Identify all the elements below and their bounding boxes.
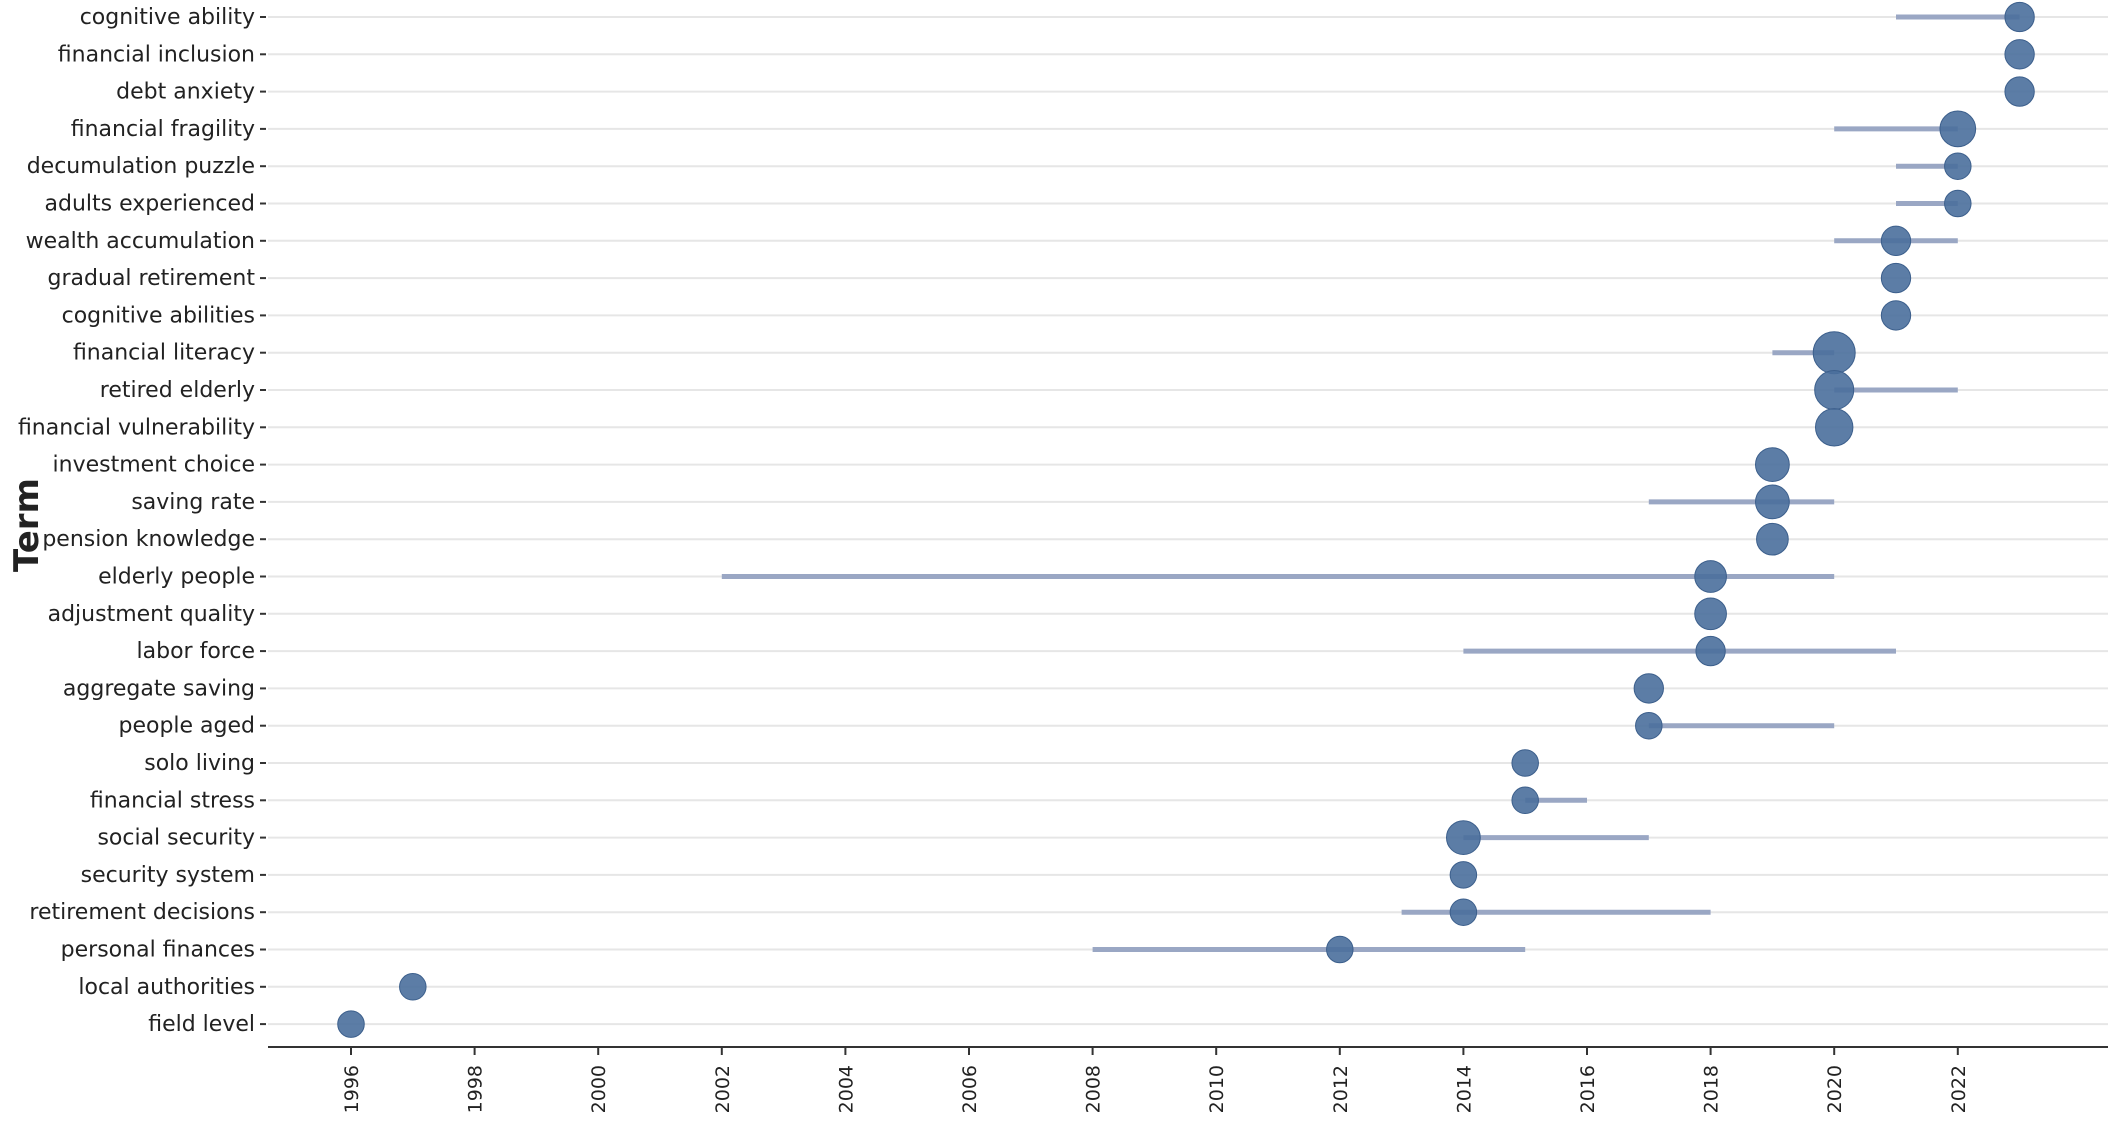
term-label: debt anxiety [116, 80, 255, 105]
term-label: social security [97, 826, 255, 851]
term-label: wealth accumulation [26, 229, 255, 254]
term-label: aggregate saving [63, 676, 255, 701]
term-bubble [1939, 110, 1977, 148]
term-label: investment choice [53, 453, 255, 478]
term-label: financial fragility [71, 117, 255, 142]
term-bubble [1694, 560, 1727, 593]
grid-layer [268, 16, 2108, 1026]
term-bubble [1756, 522, 1789, 556]
y-axis-title: Term [7, 478, 47, 572]
x-tick-label: 2004 [835, 1065, 857, 1113]
bubble-layer [337, 1, 2035, 1038]
x-tick-label: 2018 [1701, 1065, 1723, 1113]
term-label: elderly people [98, 565, 255, 590]
axis-layer [260, 16, 2108, 1055]
term-bubble [1880, 225, 1912, 256]
term-bubble [399, 973, 427, 1001]
term-bubble [2004, 76, 2035, 107]
term-label: financial inclusion [58, 42, 255, 67]
term-label: local authorities [78, 975, 255, 1000]
x-tick-label: 2014 [1453, 1065, 1475, 1113]
term-label: pension knowledge [42, 527, 255, 552]
term-bubble [2004, 1, 2035, 33]
x-tick-label: 2006 [959, 1065, 981, 1113]
x-tick-label: 2020 [1824, 1065, 1846, 1113]
term-label: field level [148, 1012, 255, 1037]
x-tick-label: 1998 [465, 1065, 487, 1113]
term-label: cognitive ability [80, 5, 255, 30]
term-label: labor force [137, 639, 255, 664]
term-label: people aged [118, 714, 255, 739]
term-bubble [1880, 300, 1912, 331]
term-bubble [1944, 152, 1972, 180]
x-tick-label: 2000 [588, 1065, 610, 1113]
term-bubble [1446, 820, 1481, 855]
x-tick-label: 2022 [1948, 1065, 1970, 1113]
term-label: financial stress [90, 788, 255, 813]
term-label: gradual retirement [48, 266, 256, 291]
term-bubble [337, 1010, 365, 1038]
term-bubble [1511, 786, 1539, 815]
term-bubble [1326, 935, 1354, 964]
term-label: financial literacy [73, 341, 255, 366]
x-tick-label: 2012 [1330, 1065, 1352, 1113]
term-label: financial vulnerability [18, 415, 255, 440]
x-tick-label: 2008 [1083, 1065, 1105, 1113]
term-bubble [1635, 711, 1663, 740]
x-tick-label: 1996 [341, 1065, 363, 1113]
term-bubble [1695, 635, 1726, 667]
term-label: retirement decisions [29, 900, 255, 925]
term-bubble [1944, 189, 1972, 218]
term-label: cognitive abilities [62, 303, 255, 328]
term-bubble [1633, 673, 1664, 704]
term-label: retired elderly [100, 378, 255, 403]
term-label: saving rate [131, 490, 255, 515]
term-bubble [2004, 39, 2035, 70]
range-layer [721, 14, 2020, 952]
term-bubble [1880, 262, 1912, 294]
term-bubble [1755, 447, 1790, 482]
x-tick-label: 2002 [712, 1065, 734, 1113]
term-bubble [1812, 331, 1856, 375]
term-bubble [1449, 861, 1478, 889]
term-bubble [1814, 369, 1855, 411]
x-tick-label: 2016 [1577, 1065, 1599, 1113]
term-label: decumulation puzzle [27, 154, 255, 179]
term-bubble [1511, 749, 1539, 777]
term-label: adults experienced [45, 192, 255, 217]
term-label: security system [81, 863, 255, 888]
term-label: personal finances [61, 938, 255, 963]
term-bubble [1755, 484, 1790, 520]
term-bubble [1449, 898, 1478, 926]
label-layer: cognitive ability financial inclusion debt… [18, 5, 1970, 1113]
x-tick-label: 2010 [1206, 1065, 1228, 1113]
term-label: adjustment quality [48, 602, 255, 627]
term-bubble [1694, 597, 1727, 631]
term-label: solo living [144, 751, 255, 776]
term-bubble [1814, 408, 1854, 447]
